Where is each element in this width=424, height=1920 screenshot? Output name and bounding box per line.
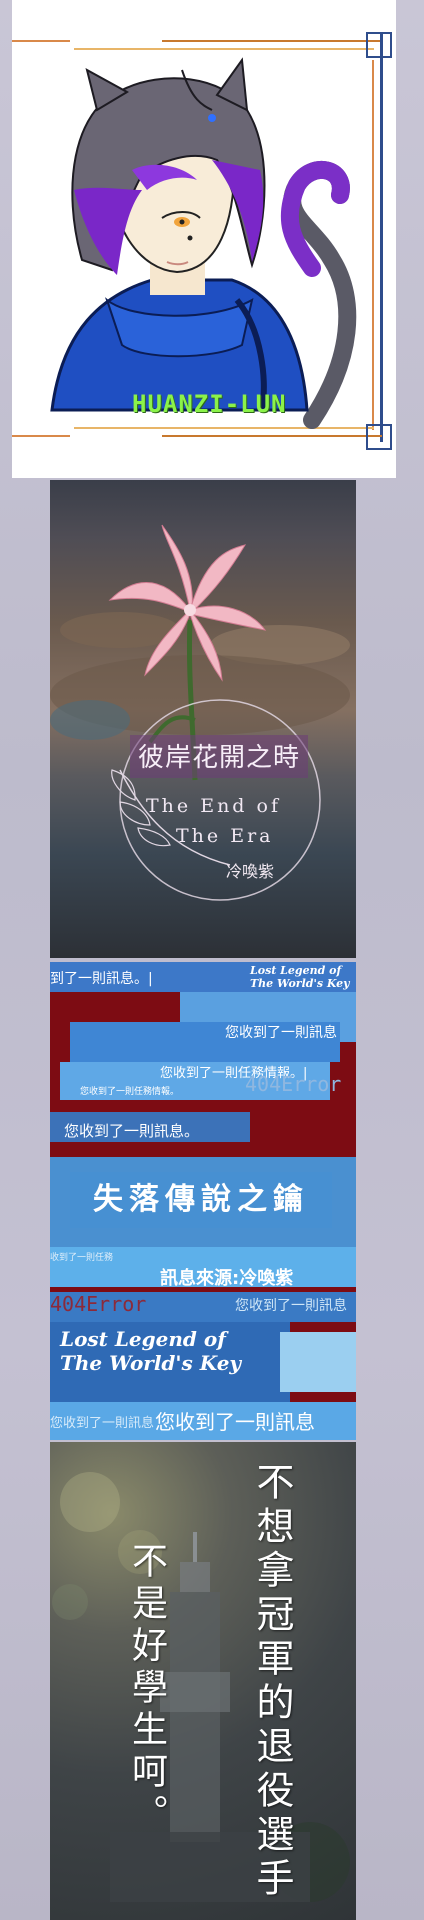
frame-corner-top-right [366,32,392,58]
frame-line-right-blue [380,32,383,442]
frame-line-bottom-left [12,435,70,437]
frame-line-top [162,40,382,42]
glitch-block [50,1247,356,1287]
frame-line-top-left [12,40,70,42]
english-title-line2: The World's Key [60,1351,242,1375]
cover-author: 冷喚紫 [226,862,275,881]
glitch-block [60,1062,330,1100]
english-title-line1: Lost Legend of [60,1327,226,1351]
cover-card-lost-legend-key[interactable]: 到了一則訊息。| Lost Legend of The World's Key … [50,962,356,1440]
glitch-block [70,1022,340,1062]
glitch-block [50,962,356,992]
cover-title: 彼岸花開之時 [130,735,309,778]
notice-text: 您收到了一則訊息 [50,1416,155,1431]
error-text: 404Error [245,1072,342,1096]
glitch-block [50,1292,356,1322]
notice-text: 您收到了一則訊息 [225,1025,337,1041]
right-vertical-text: 不想拿冠軍的退役選手 [250,1462,294,1902]
notice-text: 您收到了一則任務情報。 [80,1087,180,1097]
frame-corner-bottom-right [366,424,392,450]
notice-text: 收到了一則任務 [50,1253,114,1263]
english-title: Lost Legend of The World's Key [60,1327,241,1375]
cover-subtitle-line1: The End of [146,795,281,817]
left-vertical-text: 不是好學生呵。 [126,1542,167,1836]
glitch-block [50,1112,250,1142]
tower-illustration [52,1472,350,1902]
frame-line-right-orange [372,60,374,430]
cat-boy-illustration [50,57,357,429]
frame-line-bottom [162,435,382,437]
error-text-2: 404Error [50,1292,147,1316]
glitch-block [50,1402,356,1440]
glitch-block [50,1322,290,1402]
source-text: 訊息來源:冷喚紫 [160,1268,294,1289]
avatar-card[interactable]: HUANZI-LUN [12,0,396,478]
notice-text: 您收到了一則訊息 [235,1298,347,1314]
frame-line-top-2 [74,48,374,50]
glitch-block [280,1332,356,1392]
notice-text: 您收到了一則任務情報。| [160,1066,308,1081]
main-title: 失落傳說之鑰 [70,1172,332,1228]
spider-lily-illustration [50,524,350,901]
notice-text: 您收到了一則訊息。 [64,1122,200,1140]
notice-text: 到了一則訊息。| [50,971,153,987]
notice-text: 您收到了一則訊息 [155,1410,315,1434]
frame-line-bottom-2 [74,427,374,429]
cover-card-end-of-era[interactable]: 彼岸花開之時 The End of The Era 冷喚紫 [50,480,356,958]
corner-english-title: Lost Legend of The World's Key [250,964,350,990]
avatar-signature: HUANZI-LUN [132,390,287,418]
cover-subtitle-line2: The Era [176,825,274,847]
cover-card-retired-player[interactable]: 不想拿冠軍的退役選手 不是好學生呵。 [50,1442,356,1920]
